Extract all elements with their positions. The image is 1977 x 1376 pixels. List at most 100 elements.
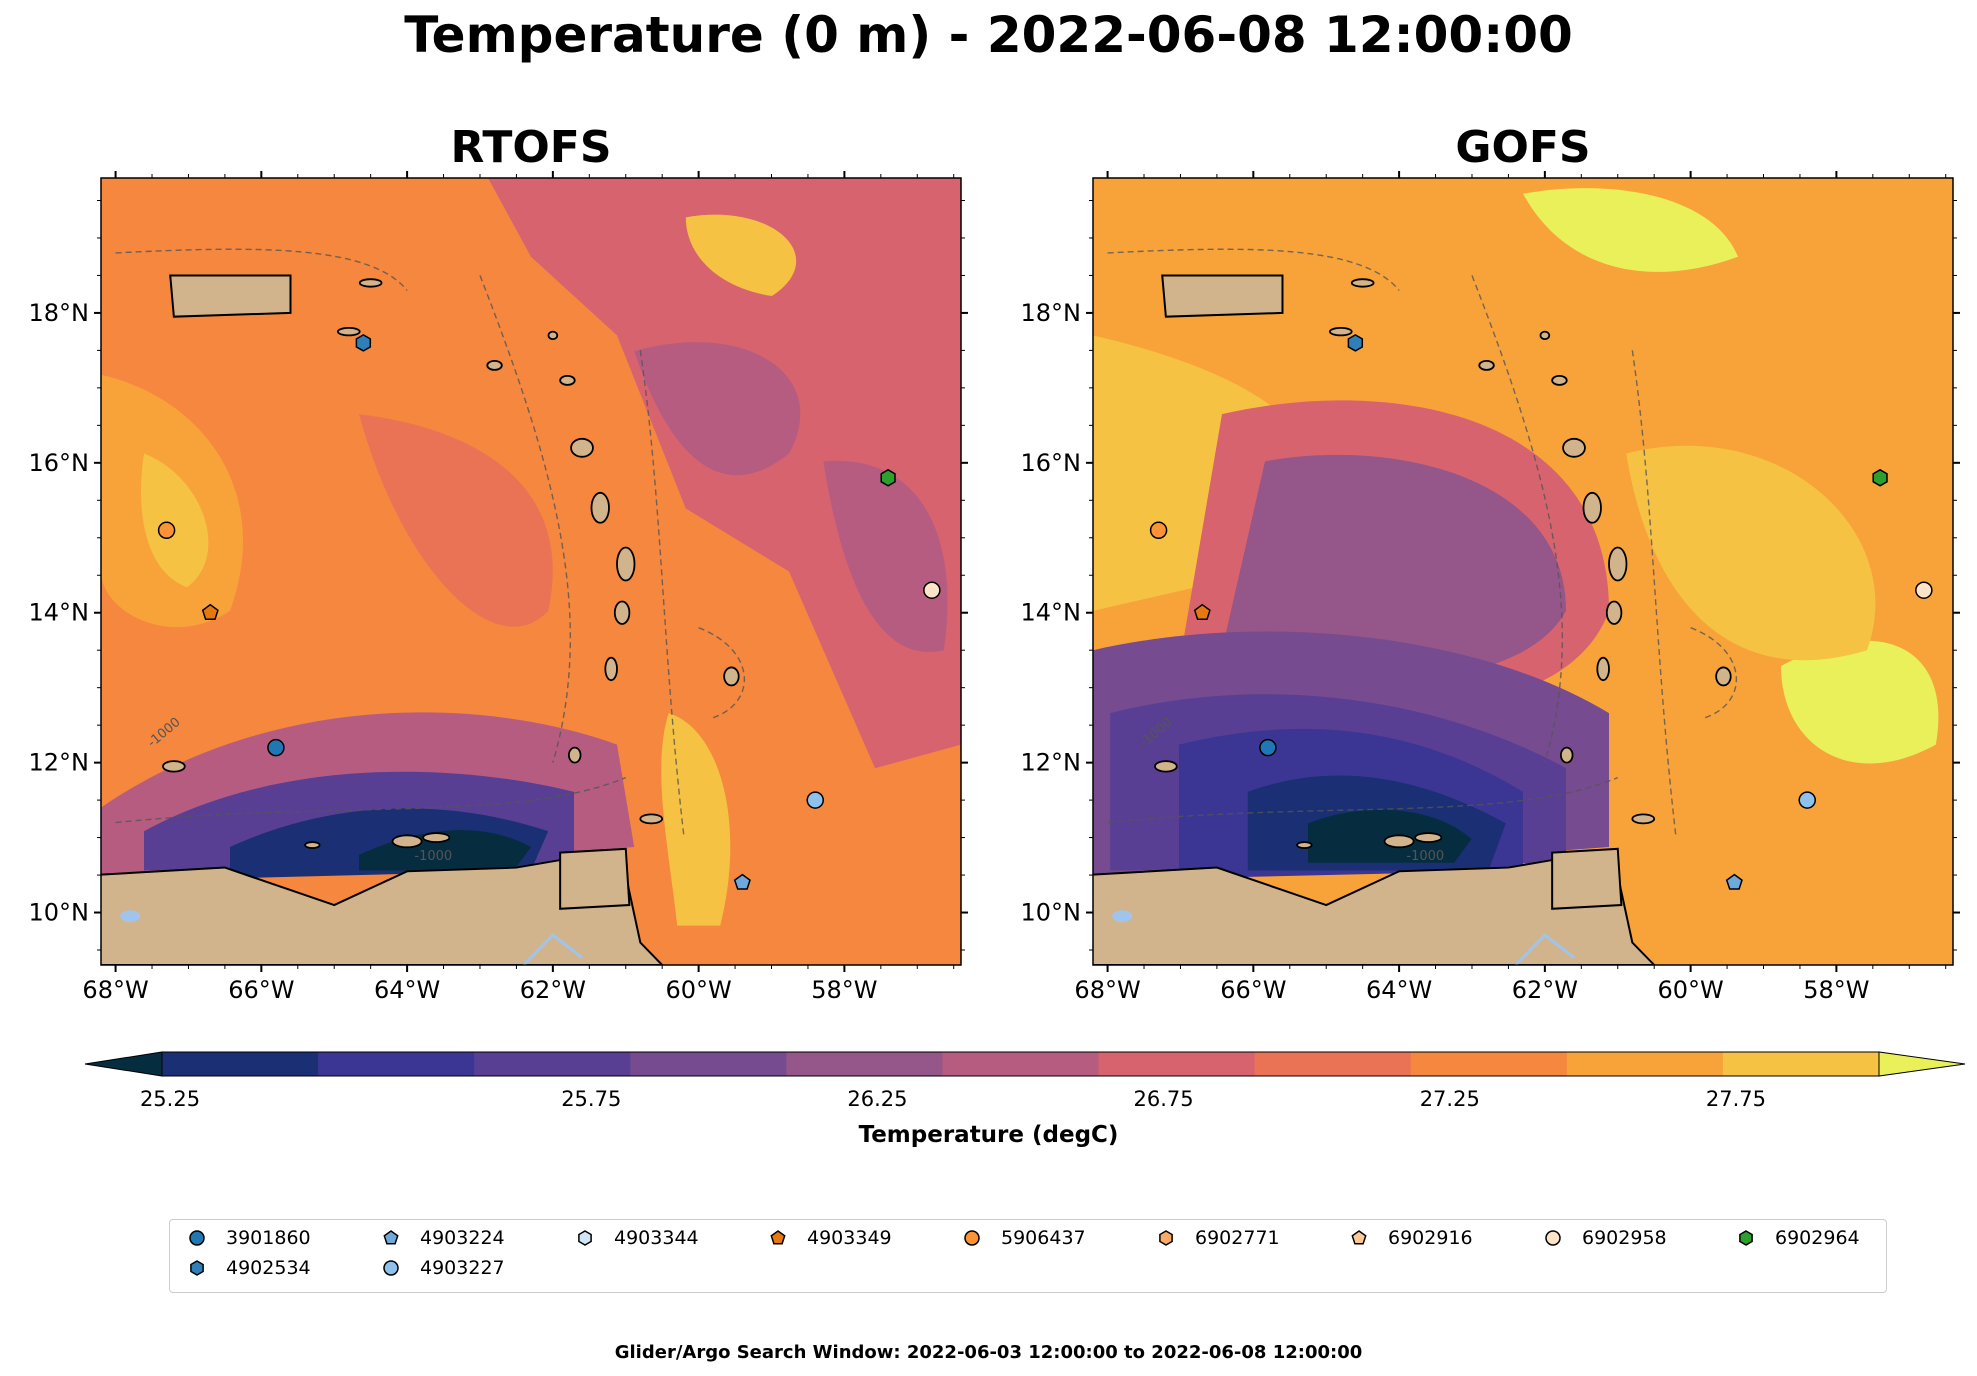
island [1596,656,1610,682]
legend-label: 4903349 [807,1227,892,1249]
island [422,832,451,843]
island [723,666,740,687]
legend-marker [190,1260,204,1276]
platform-legend: 3901860 4902534 4903224 4903227 4903344 49033… [169,1219,1887,1293]
legend-item-4903349: 4903349 [767,1224,892,1252]
island [604,656,618,682]
lake [120,910,141,923]
platform-marker-4903349 [1193,603,1211,620]
legend-item-6902964: 6902964 [1735,1224,1860,1252]
lon-tick-label: 58°W [1803,976,1869,1000]
platform-marker-4902534 [355,334,372,352]
platform-marker-5906437 [1149,521,1168,540]
legend-item-6902916: 6902916 [1348,1224,1473,1252]
island [590,491,610,524]
lon-tick-label: 66°W [228,976,294,1000]
platform-marker-4903227 [806,791,824,809]
bathymetry-contour [1107,248,1400,291]
contour-label: -1000 [1406,849,1444,864]
river [522,933,583,965]
colorbar-segment [1722,1052,1880,1076]
legend-marker-hexagon-icon [1159,1230,1173,1246]
platform-marker-4903227 [1798,791,1816,809]
lon-tick-label: 62°W [520,976,586,1000]
colorbar-label: Temperature (degC) [858,1122,1119,1148]
island [391,834,423,849]
legend-marker-circle-icon [383,1260,399,1276]
island [559,374,576,386]
platform-marker-4903349 [201,603,219,620]
colorbar-segment [1566,1052,1724,1076]
legend-marker-hexagon-icon [190,1260,204,1276]
island [486,359,503,371]
island-puerto-rico [1161,274,1284,318]
legend-marker [578,1230,592,1246]
river [1514,933,1575,965]
island [1582,491,1602,524]
lat-tick-label: 16°N [1021,449,1082,477]
island-trinidad [1551,847,1623,910]
island [304,841,321,849]
platform-marker-6902958 [923,581,941,599]
colorbar-segment [630,1052,787,1076]
legend-item-4902534: 4902534 [186,1254,311,1282]
island [1559,746,1574,764]
temperature-field-region [823,460,948,652]
legend-marker [383,1230,399,1245]
legend-label: 3901860 [226,1227,311,1249]
lat-tick-label: 10°N [1021,899,1082,927]
colorbar-tick-label: 26.75 [1134,1087,1194,1111]
legend-item-3901860: 3901860 [186,1224,311,1252]
platform-marker-6902964 [880,468,896,487]
legend-label: 4903344 [614,1227,699,1249]
island [336,327,361,337]
colorbar-segment [1410,1052,1568,1076]
legend-marker-circle-icon [1545,1230,1561,1246]
bathymetry-contour [639,350,685,838]
bathymetry-contour [698,627,746,719]
legend-marker-circle-icon [189,1230,205,1246]
legend-label: 4902534 [226,1257,311,1279]
bathymetry-contour [115,248,408,291]
island-puerto-rico [169,274,292,318]
lat-tick-label: 16°N [29,449,90,477]
panel-title-rtofs: RTOFS [450,122,612,173]
temperature-field-region [141,453,209,588]
island-trinidad [559,847,631,910]
colorbar-segment [474,1052,631,1076]
figure-title: Temperature (0 m) - 2022-06-08 12:00:00 [404,6,1573,64]
temperature-field-region [1626,445,1876,661]
temperature-field-region [634,342,801,476]
island [639,813,664,825]
island [1414,832,1443,843]
colorbar-frame [161,1051,1880,1077]
island [1605,600,1623,625]
legend-marker [964,1230,980,1246]
temperature-field-region [1781,640,1939,764]
lon-tick-label: 62°W [1512,976,1578,1000]
legend-marker [383,1260,399,1276]
bathymetry-contour [1631,350,1677,838]
lat-tick-label: 14°N [1021,599,1082,627]
map-frame [100,177,962,966]
legend-label: 6902958 [1582,1227,1667,1249]
island [613,600,631,625]
island [1154,760,1178,773]
lat-tick-label: 18°N [1021,299,1082,327]
island [1350,278,1375,288]
legend-marker [1159,1230,1173,1246]
platform-marker-4902534 [1347,334,1364,352]
map-panels: -1000 -1000 68°W 66°W 64°W 62°W 60°W 58°W 10°N 12… [29,171,1960,1000]
legend-label: 6902916 [1388,1227,1473,1249]
island [1328,327,1353,337]
lon-tick-label: 64°W [374,976,440,1000]
legend-label: 6902771 [1195,1227,1280,1249]
legend-marker [189,1230,205,1246]
lon-tick-label: 68°W [1074,976,1140,1000]
island [547,330,559,341]
legend-marker-hexagon-icon [1739,1230,1753,1246]
legend-marker-pentagon-icon [770,1230,786,1245]
island [1562,437,1586,458]
colorbar-tick-label: 26.25 [847,1087,907,1111]
